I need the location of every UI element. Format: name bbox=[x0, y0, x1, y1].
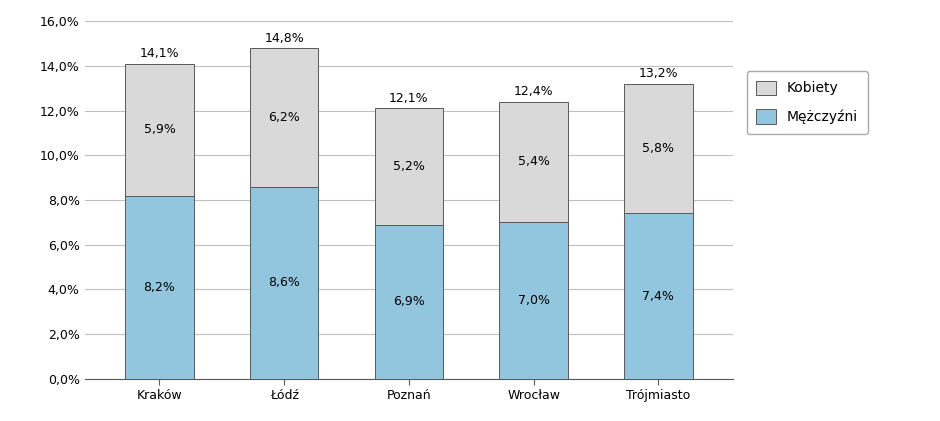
Text: 5,8%: 5,8% bbox=[642, 142, 674, 155]
Text: 6,2%: 6,2% bbox=[268, 111, 300, 124]
Bar bbox=[624, 213, 693, 379]
Text: 12,1%: 12,1% bbox=[389, 92, 429, 105]
Legend: Kobiety, Mężczyźni: Kobiety, Mężczyźni bbox=[746, 71, 868, 134]
Text: 6,9%: 6,9% bbox=[393, 295, 425, 308]
Bar bbox=[375, 224, 443, 379]
Bar bbox=[125, 64, 194, 195]
Text: 5,9%: 5,9% bbox=[144, 123, 176, 136]
Text: 5,4%: 5,4% bbox=[518, 155, 550, 168]
Text: 14,1%: 14,1% bbox=[140, 47, 180, 60]
Text: 8,2%: 8,2% bbox=[144, 281, 176, 294]
Bar bbox=[624, 84, 693, 213]
Text: 12,4%: 12,4% bbox=[514, 85, 554, 98]
Text: 5,2%: 5,2% bbox=[393, 160, 425, 173]
Bar bbox=[250, 48, 319, 187]
Bar bbox=[250, 187, 319, 379]
Bar bbox=[499, 101, 568, 222]
Text: 13,2%: 13,2% bbox=[638, 67, 678, 80]
Bar bbox=[499, 222, 568, 379]
Bar bbox=[125, 195, 194, 379]
Text: 7,4%: 7,4% bbox=[642, 290, 674, 303]
Text: 14,8%: 14,8% bbox=[264, 32, 304, 45]
Text: 8,6%: 8,6% bbox=[268, 276, 300, 289]
Bar bbox=[375, 108, 443, 224]
Text: 7,0%: 7,0% bbox=[518, 294, 550, 307]
